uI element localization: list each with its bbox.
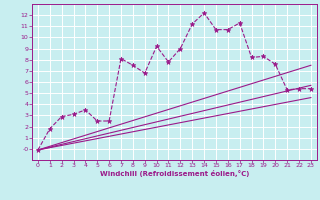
X-axis label: Windchill (Refroidissement éolien,°C): Windchill (Refroidissement éolien,°C) <box>100 170 249 177</box>
